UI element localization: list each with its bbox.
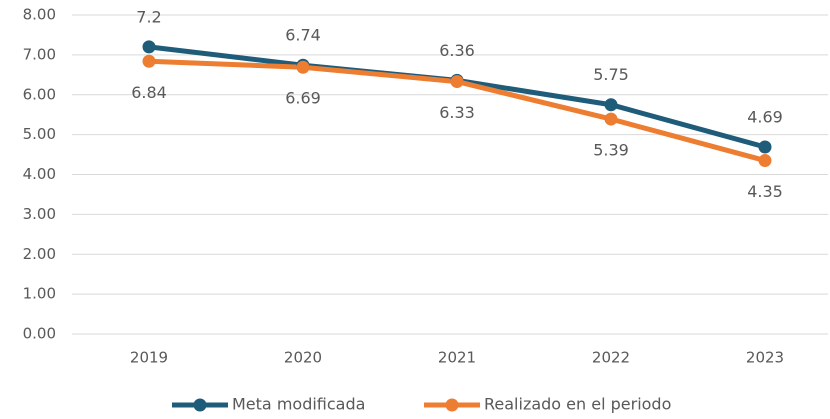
data-label: 5.39	[593, 141, 629, 160]
point	[758, 154, 772, 168]
data-label: 6.36	[439, 41, 475, 60]
point	[142, 54, 156, 68]
legend-label: Meta modificada	[232, 395, 365, 414]
y-tick-label: 3.00	[23, 205, 56, 223]
legend-marker	[193, 398, 207, 412]
data-label: 4.69	[747, 107, 783, 126]
y-tick-label: 2.00	[23, 245, 56, 263]
legend-marker	[445, 398, 459, 412]
data-label: 4.35	[747, 182, 783, 201]
y-tick-label: 0.00	[23, 325, 56, 343]
point	[296, 60, 310, 74]
x-tick-label: 2022	[592, 349, 630, 367]
data-label: 6.69	[285, 89, 321, 108]
y-tick-label: 8.00	[23, 6, 56, 24]
point	[142, 40, 156, 54]
legend-label: Realizado en el periodo	[484, 395, 671, 414]
point	[604, 112, 618, 126]
y-tick-label: 4.00	[23, 165, 56, 183]
y-tick-label: 5.00	[23, 125, 56, 143]
data-label: 6.74	[285, 26, 321, 45]
data-label: 6.84	[131, 83, 167, 102]
point	[450, 75, 464, 89]
x-tick-label: 2021	[438, 349, 476, 367]
series-line	[148, 44, 766, 150]
data-label: 6.33	[439, 103, 475, 122]
y-tick-label: 1.00	[23, 285, 56, 303]
point	[758, 140, 772, 154]
y-tick-label: 7.00	[23, 45, 56, 63]
data-label: 7.2	[136, 7, 161, 26]
x-tick-label: 2023	[746, 349, 784, 367]
point	[604, 98, 618, 112]
x-tick-label: 2019	[130, 349, 168, 367]
data-label: 5.75	[593, 65, 629, 84]
y-tick-label: 6.00	[23, 85, 56, 103]
x-tick-label: 2020	[284, 349, 322, 367]
